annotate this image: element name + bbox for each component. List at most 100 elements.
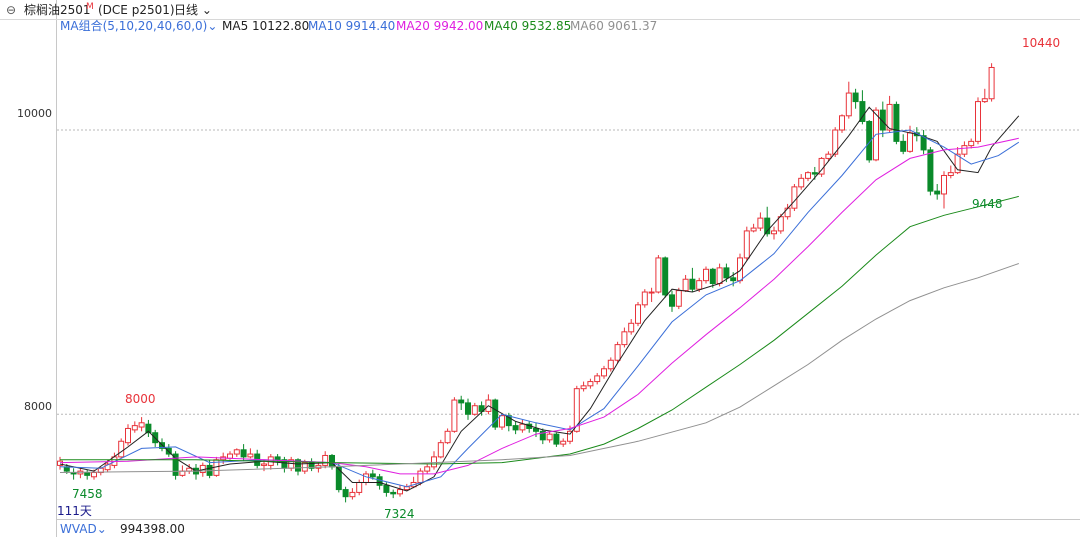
candle-down — [927, 149, 934, 192]
candle-up — [988, 66, 995, 100]
period-label: 日线 — [174, 3, 199, 17]
indicator-panel-header: WVAD⌄ 994398.00 — [56, 519, 1080, 538]
candle-up — [641, 291, 648, 306]
ma60-legend: MA60 9061.37 — [570, 18, 657, 34]
indicator-label: WVAD — [60, 522, 97, 536]
candle-down — [533, 427, 539, 432]
candle-up — [886, 103, 893, 131]
candle-up — [247, 453, 254, 458]
candle-up — [716, 267, 723, 285]
candle-down — [879, 109, 886, 131]
candle-up — [594, 375, 601, 383]
candle-up — [424, 466, 431, 472]
candle-up — [682, 278, 689, 292]
high-annotation: 10440 — [1022, 36, 1060, 50]
chevron-down-icon: ⌄ — [207, 19, 218, 33]
recent-low-annotation: 9448 — [972, 197, 1003, 211]
header-divider — [0, 19, 1080, 20]
candle-up — [798, 177, 805, 188]
candle-up — [131, 425, 138, 431]
candle-up — [104, 463, 111, 471]
candle-up — [607, 359, 614, 370]
candle-up — [573, 388, 580, 432]
candle-up — [356, 481, 363, 493]
candle-up — [628, 322, 635, 333]
ma40-legend: MA40 9532.85 — [484, 18, 571, 34]
candle-up — [451, 399, 458, 432]
candle-up — [703, 268, 709, 282]
mid-low-annotation: 7324 — [384, 507, 415, 521]
candle-down — [274, 456, 281, 461]
candle-up — [777, 216, 784, 232]
candle-down — [920, 135, 927, 151]
candle-down — [492, 399, 499, 428]
candle-up — [322, 454, 329, 466]
candle-up — [648, 291, 655, 294]
period-selector[interactable]: 日线 ⌄ — [174, 0, 212, 20]
symbol-name[interactable]: 棕榈油2501 — [24, 3, 91, 17]
candle-down — [709, 268, 716, 285]
candle-up — [737, 257, 743, 282]
candle-up — [743, 230, 750, 259]
candle-down — [866, 120, 873, 161]
candle-down — [764, 217, 771, 235]
candle-up — [839, 115, 845, 131]
candle-up — [138, 422, 145, 428]
ma60-value: 9061.37 — [607, 19, 658, 33]
indicator-selector[interactable]: WVAD⌄ — [60, 520, 107, 538]
candle-down — [893, 103, 900, 142]
candle-up — [437, 442, 444, 458]
candle-down — [240, 449, 247, 458]
candle-up — [363, 473, 369, 483]
candle-down — [383, 484, 390, 493]
candle-down — [342, 489, 349, 498]
candle-up — [981, 98, 988, 103]
link-icon[interactable]: ⊖ — [6, 3, 17, 17]
candle-up — [261, 463, 267, 466]
candle-up — [961, 145, 968, 155]
ma-line-ma5 — [59, 106, 1020, 492]
candle-up — [499, 415, 505, 428]
candle-down — [369, 473, 376, 478]
candle-up — [805, 172, 811, 179]
candle-down — [465, 402, 471, 415]
candle-up — [444, 430, 451, 444]
ma5-label: MA5 — [222, 19, 249, 33]
ma-group-selector[interactable]: MA组合(5,10,20,40,60,0)⌄ — [60, 18, 217, 34]
candle-up — [57, 460, 63, 466]
candle-down — [478, 405, 485, 412]
ma5-legend: MA5 10122.80 — [222, 18, 309, 34]
candle-up — [125, 427, 131, 444]
candle-down — [852, 92, 859, 103]
candle-down — [172, 453, 179, 476]
candle-up — [227, 453, 233, 459]
candle-up — [784, 207, 791, 218]
ma-group-label: MA组合(5,10,20,40,60,0) — [60, 19, 208, 33]
candle-up — [519, 423, 526, 431]
ma40-label: MA40 — [484, 19, 518, 33]
candle-down — [295, 459, 301, 472]
candle-up — [417, 470, 424, 483]
ma20-label: MA20 — [396, 19, 430, 33]
ma-line-ma10 — [59, 129, 1020, 488]
candle-up — [471, 405, 478, 415]
candle-up — [587, 381, 594, 387]
ma10-label: MA10 — [308, 19, 342, 33]
candle-up — [397, 489, 403, 495]
candle-down — [553, 433, 560, 445]
candle-down — [811, 172, 818, 175]
candle-up — [301, 462, 308, 472]
early-high-annotation: 8000 — [125, 392, 156, 406]
candle-up — [750, 227, 757, 232]
candle-up — [757, 217, 764, 229]
candle-up — [675, 290, 682, 307]
candle-up — [560, 440, 567, 445]
candle-up — [907, 132, 913, 152]
candle-down — [390, 491, 397, 495]
candle-down — [145, 423, 152, 434]
candle-up — [91, 472, 97, 478]
ma-line-ma40 — [60, 195, 1019, 465]
candle-up — [832, 129, 839, 155]
candle-up — [580, 385, 587, 390]
